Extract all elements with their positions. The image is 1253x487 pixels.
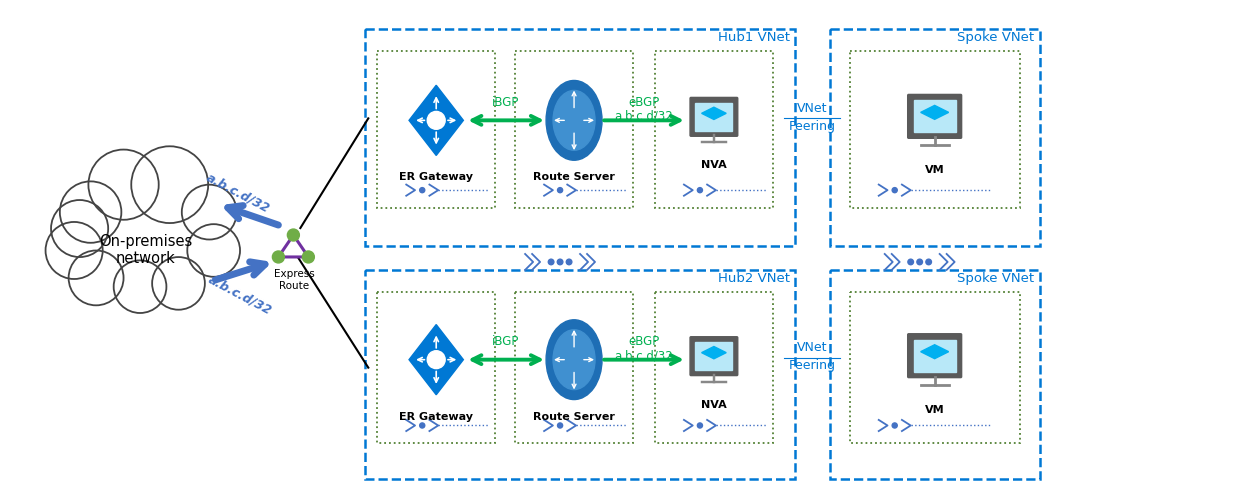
Bar — [515, 292, 633, 444]
Bar — [655, 51, 773, 208]
Bar — [377, 51, 495, 208]
Bar — [695, 342, 732, 370]
Circle shape — [926, 259, 931, 265]
Circle shape — [287, 229, 299, 241]
Circle shape — [427, 351, 445, 369]
Text: On-premises
network: On-premises network — [99, 234, 192, 266]
Text: VNet: VNet — [797, 341, 827, 354]
Circle shape — [892, 187, 897, 193]
Circle shape — [60, 181, 122, 243]
Bar — [829, 29, 1040, 246]
Text: Hub1 VNet: Hub1 VNet — [718, 31, 789, 44]
Bar — [913, 100, 956, 132]
Circle shape — [698, 187, 703, 193]
Circle shape — [917, 259, 922, 265]
Polygon shape — [408, 85, 464, 155]
Text: ER Gateway: ER Gateway — [400, 172, 474, 182]
Circle shape — [89, 150, 159, 220]
Bar — [377, 292, 495, 444]
Circle shape — [549, 259, 554, 265]
Bar — [829, 270, 1040, 479]
Text: a.b.c.d/32: a.b.c.d/32 — [204, 171, 272, 215]
Text: a.b.c.d/32: a.b.c.d/32 — [615, 110, 673, 123]
Ellipse shape — [546, 320, 601, 399]
Circle shape — [114, 261, 167, 313]
Circle shape — [420, 187, 425, 193]
Ellipse shape — [546, 80, 601, 160]
Circle shape — [132, 146, 208, 223]
Bar — [913, 340, 956, 372]
Circle shape — [182, 185, 237, 240]
FancyBboxPatch shape — [907, 334, 961, 377]
Circle shape — [152, 257, 205, 310]
Circle shape — [45, 222, 103, 279]
Polygon shape — [921, 345, 949, 358]
Polygon shape — [408, 324, 464, 395]
Text: Spoke VNet: Spoke VNet — [957, 31, 1035, 44]
Circle shape — [420, 423, 425, 428]
Bar — [366, 29, 794, 246]
Circle shape — [558, 423, 563, 428]
Text: iBGP: iBGP — [491, 335, 519, 348]
Bar — [695, 103, 732, 131]
Bar — [366, 270, 794, 479]
Polygon shape — [702, 107, 727, 119]
Text: Peering: Peering — [788, 359, 836, 372]
Circle shape — [51, 200, 108, 257]
Polygon shape — [921, 105, 949, 119]
FancyBboxPatch shape — [907, 94, 961, 138]
Circle shape — [566, 259, 571, 265]
Text: eBGP: eBGP — [628, 335, 659, 348]
Text: ER Gateway: ER Gateway — [400, 412, 474, 422]
Text: eBGP: eBGP — [628, 96, 659, 109]
Text: VM: VM — [925, 165, 945, 175]
Text: a.b.c.d/32: a.b.c.d/32 — [207, 273, 274, 317]
Text: Hub2 VNet: Hub2 VNet — [718, 272, 789, 285]
Circle shape — [908, 259, 913, 265]
Ellipse shape — [553, 91, 595, 150]
FancyBboxPatch shape — [690, 337, 738, 375]
Text: iBGP: iBGP — [491, 96, 519, 109]
Circle shape — [892, 423, 897, 428]
Text: Express
Route: Express Route — [274, 269, 315, 291]
Bar — [850, 292, 1020, 444]
Text: Route Server: Route Server — [533, 172, 615, 182]
Circle shape — [272, 251, 284, 263]
Text: a.b.c.d/32: a.b.c.d/32 — [615, 349, 673, 362]
Text: Peering: Peering — [788, 120, 836, 133]
Circle shape — [698, 423, 703, 428]
Polygon shape — [702, 347, 727, 359]
FancyBboxPatch shape — [690, 97, 738, 136]
Text: VM: VM — [925, 405, 945, 414]
Text: Route Server: Route Server — [533, 412, 615, 422]
Circle shape — [69, 250, 124, 305]
Text: NVA: NVA — [700, 160, 727, 170]
Circle shape — [558, 187, 563, 193]
Text: NVA: NVA — [700, 399, 727, 410]
Circle shape — [187, 224, 241, 277]
Bar — [515, 51, 633, 208]
Ellipse shape — [553, 330, 595, 390]
Bar — [655, 292, 773, 444]
Circle shape — [427, 112, 445, 129]
Text: VNet: VNet — [797, 102, 827, 115]
Text: Spoke VNet: Spoke VNet — [957, 272, 1035, 285]
Circle shape — [302, 251, 315, 263]
Circle shape — [558, 259, 563, 265]
Bar — [850, 51, 1020, 208]
